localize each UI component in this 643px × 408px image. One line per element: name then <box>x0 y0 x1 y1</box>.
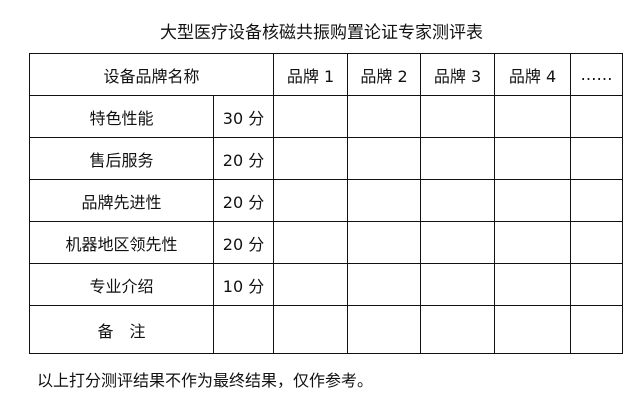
brand-header: 品牌 3 <box>420 53 495 96</box>
criterion-row: 特色性能 30 分 <box>29 95 623 138</box>
cell[interactable] <box>494 305 571 354</box>
score-cell[interactable] <box>273 179 348 222</box>
cell[interactable] <box>420 305 495 354</box>
footer-note: 以上打分测评结果不作为最终结果，仅作参考。 <box>37 371 374 390</box>
score-cell[interactable] <box>347 179 421 222</box>
score-cell[interactable] <box>273 263 348 306</box>
score-cell[interactable] <box>420 137 495 180</box>
score-cell[interactable] <box>494 179 571 222</box>
criterion-score: 10 分 <box>213 263 274 306</box>
criterion-row: 专业介绍 10 分 <box>29 263 623 306</box>
score-cell[interactable] <box>347 221 421 264</box>
score-cell[interactable] <box>420 221 495 264</box>
score-cell[interactable] <box>420 95 495 138</box>
device-brand-name-header: 设备品牌名称 <box>29 53 274 96</box>
criterion-score: 20 分 <box>213 221 274 264</box>
criterion-row: 品牌先进性 20 分 <box>29 179 623 222</box>
score-cell[interactable] <box>273 95 348 138</box>
score-cell[interactable] <box>570 221 623 264</box>
page-title: 大型医疗设备核磁共振购置论证专家测评表 <box>160 23 483 43</box>
score-cell[interactable] <box>570 179 623 222</box>
score-cell[interactable] <box>494 221 571 264</box>
score-cell[interactable] <box>273 137 348 180</box>
criterion-row: 售后服务 20 分 <box>29 137 623 180</box>
criterion-label: 品牌先进性 <box>29 179 214 222</box>
cell[interactable] <box>213 305 274 354</box>
score-cell[interactable] <box>420 263 495 306</box>
criterion-score: 20 分 <box>213 179 274 222</box>
score-cell[interactable] <box>347 263 421 306</box>
header-row: 设备品牌名称 品牌 1 品牌 2 品牌 3 品牌 4 …… <box>29 53 623 96</box>
score-cell[interactable] <box>420 179 495 222</box>
brand-header: 品牌 1 <box>273 53 348 96</box>
brand-header: 品牌 2 <box>347 53 421 96</box>
score-cell[interactable] <box>347 137 421 180</box>
score-cell[interactable] <box>347 95 421 138</box>
score-cell[interactable] <box>494 263 571 306</box>
criterion-label: 特色性能 <box>29 95 214 138</box>
criterion-row: 机器地区领先性 20 分 <box>29 221 623 264</box>
score-cell[interactable] <box>494 95 571 138</box>
remarks-label: 备 注 <box>29 305 214 354</box>
criterion-score: 20 分 <box>213 137 274 180</box>
brand-header: 品牌 4 <box>494 53 571 96</box>
remarks-row: 备 注 <box>29 305 623 354</box>
score-cell[interactable] <box>494 137 571 180</box>
score-cell[interactable] <box>570 137 623 180</box>
cell[interactable] <box>273 305 348 354</box>
cell[interactable] <box>347 305 421 354</box>
cell[interactable] <box>570 305 623 354</box>
brand-header-more: …… <box>570 53 623 96</box>
score-cell[interactable] <box>570 263 623 306</box>
criterion-score: 30 分 <box>213 95 274 138</box>
score-cell[interactable] <box>273 221 348 264</box>
criterion-label: 售后服务 <box>29 137 214 180</box>
evaluation-table: 设备品牌名称 品牌 1 品牌 2 品牌 3 品牌 4 …… 特色性能 30 分售后… <box>29 53 623 354</box>
criterion-label: 机器地区领先性 <box>29 221 214 264</box>
criterion-label: 专业介绍 <box>29 263 214 306</box>
score-cell[interactable] <box>570 95 623 138</box>
